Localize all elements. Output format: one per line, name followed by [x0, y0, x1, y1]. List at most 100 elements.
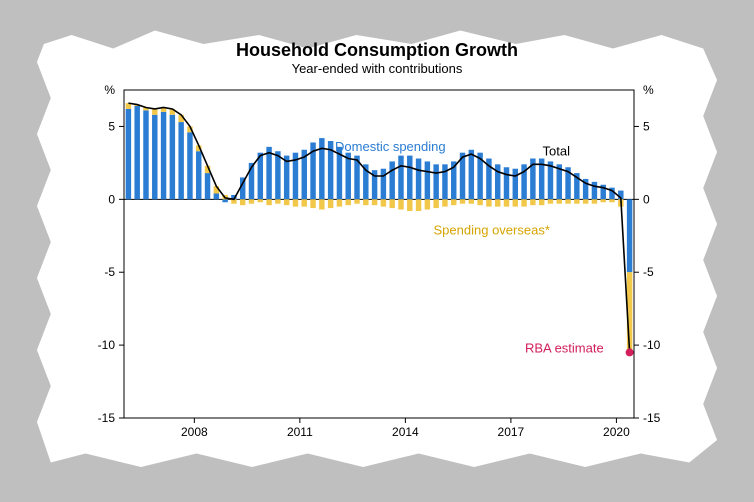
- bar-overseas: [557, 199, 562, 203]
- bar-overseas: [425, 199, 430, 209]
- label-overseas: Spending overseas*: [434, 222, 550, 237]
- x-tick-label: 2008: [181, 425, 208, 439]
- bar-domestic: [170, 115, 175, 200]
- x-tick-label: 2014: [392, 425, 419, 439]
- bar-overseas: [495, 199, 500, 206]
- bar-overseas: [451, 199, 456, 205]
- x-tick-label: 2017: [498, 425, 525, 439]
- bar-overseas: [310, 199, 315, 208]
- chart-subtitle: Year-ended with contributions: [60, 61, 694, 76]
- bar-overseas: [548, 199, 553, 203]
- y-tick-label-left: -5: [104, 265, 115, 279]
- bar-overseas: [407, 199, 412, 211]
- bar-overseas: [592, 199, 597, 203]
- chart-title: Household Consumption Growth: [60, 40, 694, 61]
- bar-overseas: [486, 199, 491, 206]
- y-tick-label-left: -15: [98, 411, 116, 425]
- chart-container: Household Consumption Growth Year-ended …: [60, 40, 694, 460]
- y-unit-right: %: [643, 83, 654, 97]
- rba-estimate-dot: [626, 348, 634, 356]
- bar-overseas: [477, 199, 482, 205]
- bar-overseas: [504, 199, 509, 206]
- bar-overseas: [583, 199, 588, 203]
- bar-domestic: [152, 115, 157, 200]
- bar-domestic: [381, 169, 386, 200]
- bar-overseas: [275, 199, 280, 203]
- bar-overseas: [539, 199, 544, 205]
- bar-overseas: [328, 199, 333, 208]
- bar-domestic: [504, 167, 509, 199]
- bar-domestic: [398, 156, 403, 200]
- bar-overseas: [302, 199, 307, 206]
- bar-domestic: [187, 132, 192, 199]
- bar-domestic: [389, 161, 394, 199]
- bar-overseas: [354, 199, 359, 203]
- x-tick-label: 2011: [287, 425, 313, 439]
- y-unit-left: %: [104, 83, 115, 97]
- bar-domestic: [214, 194, 219, 200]
- label-domestic: Domestic spending: [335, 139, 446, 154]
- bar-overseas: [521, 199, 526, 206]
- bar-overseas: [389, 199, 394, 208]
- bar-overseas: [609, 199, 614, 202]
- bar-domestic: [407, 156, 412, 200]
- bar-overseas: [530, 199, 535, 205]
- bar-overseas: [319, 199, 324, 209]
- y-tick-label-right: -15: [643, 411, 661, 425]
- bar-domestic: [425, 161, 430, 199]
- bar-overseas: [565, 199, 570, 203]
- bar-overseas: [442, 199, 447, 206]
- bar-overseas: [469, 199, 474, 203]
- bar-overseas: [345, 199, 350, 205]
- bar-overseas: [266, 199, 271, 205]
- bar-overseas: [284, 199, 289, 205]
- bar-domestic: [442, 164, 447, 199]
- bar-domestic: [134, 106, 139, 199]
- y-tick-label-left: -10: [98, 338, 116, 352]
- bar-domestic: [178, 122, 183, 199]
- y-tick-label-right: 5: [643, 119, 650, 133]
- label-rba: RBA estimate: [525, 340, 604, 355]
- x-tick-label: 2020: [603, 425, 630, 439]
- bar-domestic: [196, 151, 201, 199]
- bar-overseas: [337, 199, 342, 206]
- bar-domestic: [469, 150, 474, 200]
- bar-domestic: [592, 182, 597, 199]
- bar-overseas: [398, 199, 403, 209]
- bar-domestic: [143, 110, 148, 199]
- bar-overseas: [372, 199, 377, 205]
- bar-domestic: [319, 138, 324, 199]
- y-tick-label-right: -10: [643, 338, 661, 352]
- bar-domestic: [258, 153, 263, 200]
- bar-domestic: [275, 151, 280, 199]
- bar-overseas: [249, 199, 254, 203]
- label-total: Total: [543, 144, 571, 159]
- bar-overseas: [258, 199, 263, 202]
- bar-domestic: [513, 169, 518, 200]
- bar-domestic: [222, 199, 227, 202]
- bar-overseas: [293, 199, 298, 206]
- bar-overseas: [433, 199, 438, 208]
- bar-domestic: [126, 109, 131, 199]
- bar-overseas: [240, 199, 245, 205]
- bar-overseas: [600, 199, 605, 202]
- bar-domestic: [627, 199, 632, 272]
- bar-overseas: [460, 199, 465, 203]
- bar-overseas: [513, 199, 518, 206]
- bar-overseas: [574, 199, 579, 203]
- bar-overseas: [381, 199, 386, 206]
- bar-domestic: [266, 147, 271, 199]
- bar-domestic: [345, 153, 350, 200]
- chart-svg: -15 -15 -10 -10 -5 -5 0 0 5 5%% 2008 2011 2014 2017 20…: [60, 76, 694, 452]
- y-tick-label-left: 5: [108, 119, 115, 133]
- bar-domestic: [205, 173, 210, 199]
- y-tick-label-right: 0: [643, 192, 650, 206]
- bar-domestic: [161, 112, 166, 199]
- bar-overseas: [363, 199, 368, 205]
- bar-domestic: [416, 159, 421, 200]
- bar-overseas: [416, 199, 421, 211]
- bar-domestic: [433, 164, 438, 199]
- bar-overseas: [152, 109, 157, 115]
- y-tick-label-right: -5: [643, 265, 654, 279]
- y-tick-label-left: 0: [108, 192, 115, 206]
